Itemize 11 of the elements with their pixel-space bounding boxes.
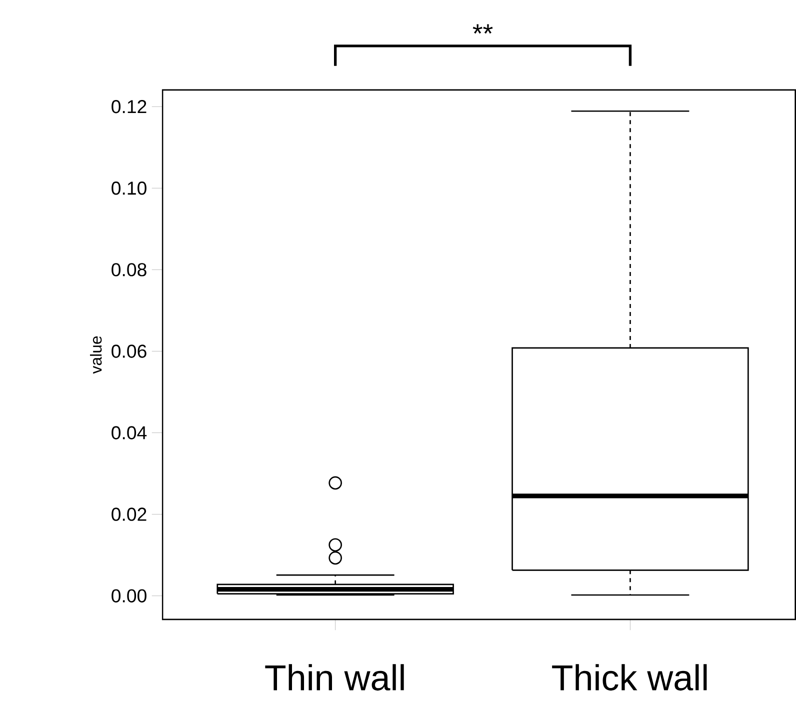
y-tick-label: 0.02 — [112, 507, 146, 521]
x-tick-label: Thin wall — [265, 664, 404, 690]
y-tick-label: 0.08 — [112, 262, 146, 276]
y-tick-label: 0.06 — [112, 344, 146, 358]
y-axis-title: value — [90, 336, 102, 374]
text: ** — [472, 24, 493, 34]
x-tick-label: Thick wall — [552, 664, 707, 690]
y-tick-label: 0.12 — [112, 100, 146, 114]
y-tick-label: 0.00 — [112, 589, 146, 602]
y-tick-label: 0.10 — [112, 181, 146, 195]
y-tick-label: 0.04 — [112, 426, 147, 440]
